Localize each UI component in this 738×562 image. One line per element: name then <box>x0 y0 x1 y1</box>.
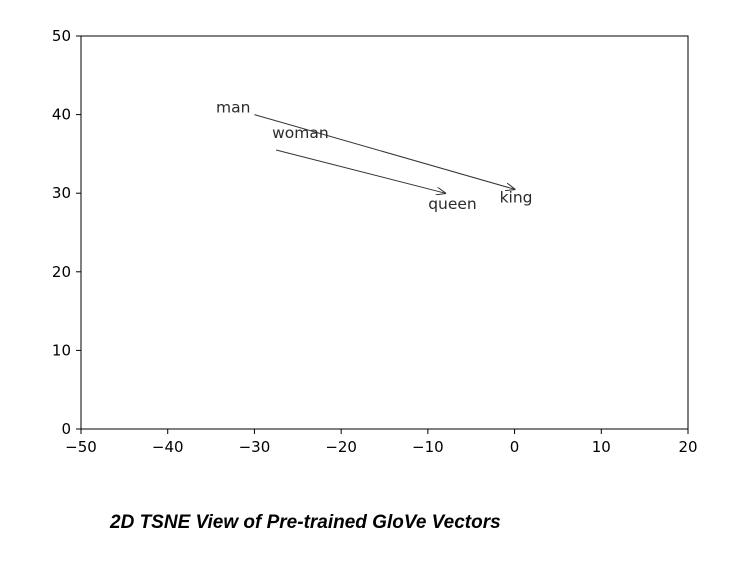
y-tick-label: 40 <box>52 106 71 124</box>
x-tick-label: −40 <box>152 438 184 456</box>
y-axis: 0 10 20 30 40 50 <box>52 27 81 438</box>
figure-caption: 2D TSNE View of Pre-trained GloVe Vector… <box>110 512 501 533</box>
arrow-man-to-king <box>254 114 514 190</box>
x-tick-label: 0 <box>510 438 520 456</box>
x-tick-label: 10 <box>592 438 611 456</box>
y-tick-label: 20 <box>52 263 71 281</box>
plot-frame <box>80 35 689 430</box>
word-labels-layer: man woman queen king <box>216 99 533 214</box>
x-tick-label: −10 <box>412 438 444 456</box>
y-tick-label: 10 <box>52 341 71 359</box>
point-label-man: man <box>216 99 250 117</box>
x-axis: −50 −40 −30 −20 −10 0 10 20 <box>65 429 698 456</box>
point-label-woman: woman <box>272 124 329 142</box>
y-tick-label: 50 <box>52 27 71 45</box>
y-tick-label: 30 <box>52 184 71 202</box>
x-tick-label: −50 <box>65 438 97 456</box>
x-tick-label: 20 <box>678 438 697 456</box>
y-tick-label: 0 <box>61 420 71 438</box>
arrows-layer <box>254 114 514 194</box>
arrow-woman-to-queen <box>275 149 445 193</box>
x-tick-label: −30 <box>239 438 271 456</box>
x-tick-label: −20 <box>325 438 357 456</box>
point-label-queen: queen <box>428 195 477 213</box>
point-label-king: king <box>500 188 533 206</box>
